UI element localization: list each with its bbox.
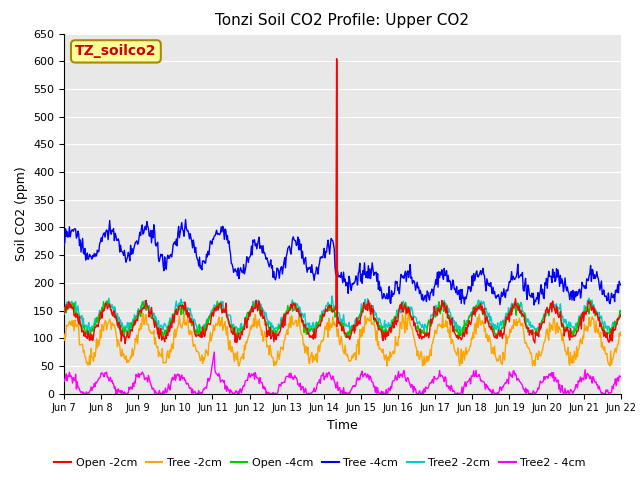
- Line: Tree -4cm: Tree -4cm: [64, 219, 621, 305]
- Tree -2cm: [70, 328, 78, 334]
- Tree2 - 4cm: [70, 377, 78, 383]
- Tree -4cm: [182, 216, 189, 222]
- Tree2 -2cm: [617, 309, 625, 315]
- Tree2 -2cm: [459, 330, 467, 336]
- Tree2 -2cm: [214, 307, 221, 312]
- Open -2cm: [428, 321, 436, 326]
- Tree2 - 4cm: [412, 386, 419, 392]
- Tree -4cm: [60, 242, 68, 248]
- Open -2cm: [128, 328, 136, 334]
- Tree2 - 4cm: [185, 383, 193, 388]
- Line: Tree -2cm: Tree -2cm: [64, 312, 621, 366]
- Open -4cm: [214, 298, 221, 304]
- X-axis label: Time: Time: [327, 419, 358, 432]
- Open -2cm: [412, 325, 419, 331]
- Y-axis label: Soil CO2 (ppm): Soil CO2 (ppm): [15, 166, 28, 261]
- Tree2 -2cm: [328, 293, 336, 299]
- Line: Open -4cm: Open -4cm: [64, 300, 621, 339]
- Tree -2cm: [402, 309, 410, 314]
- Tree -4cm: [428, 290, 435, 296]
- Tree2 - 4cm: [215, 371, 223, 376]
- Tree2 - 4cm: [128, 386, 136, 392]
- Open -4cm: [184, 312, 192, 318]
- Tree -4cm: [530, 302, 538, 308]
- Tree -2cm: [428, 341, 436, 347]
- Tree -2cm: [235, 363, 243, 369]
- Tree -2cm: [412, 344, 419, 349]
- Open -4cm: [60, 308, 68, 313]
- Open -2cm: [122, 341, 129, 347]
- Tree -4cm: [214, 230, 222, 236]
- Open -2cm: [333, 56, 340, 61]
- Line: Tree2 - 4cm: Tree2 - 4cm: [64, 352, 621, 394]
- Open -4cm: [127, 320, 135, 325]
- Tree2 -2cm: [127, 325, 135, 331]
- Tree2 - 4cm: [79, 391, 86, 396]
- Tree2 -2cm: [60, 312, 68, 317]
- Tree -4cm: [70, 227, 78, 232]
- Open -4cm: [428, 324, 435, 329]
- Legend: Open -2cm, Tree -2cm, Open -4cm, Tree -4cm, Tree2 -2cm, Tree2 - 4cm: Open -2cm, Tree -2cm, Open -4cm, Tree -4…: [50, 453, 590, 472]
- Tree -2cm: [60, 331, 68, 337]
- Line: Open -2cm: Open -2cm: [64, 59, 621, 344]
- Tree2 - 4cm: [60, 378, 68, 384]
- Open -2cm: [70, 312, 78, 318]
- Text: TZ_soilco2: TZ_soilco2: [75, 44, 157, 59]
- Tree -4cm: [617, 282, 625, 288]
- Tree -2cm: [214, 323, 221, 328]
- Tree2 -2cm: [411, 314, 419, 320]
- Open -2cm: [617, 312, 625, 317]
- Open -4cm: [587, 297, 595, 303]
- Tree2 -2cm: [428, 312, 435, 318]
- Open -4cm: [411, 321, 419, 327]
- Open -4cm: [70, 300, 78, 306]
- Open -2cm: [214, 307, 222, 313]
- Tree2 - 4cm: [428, 378, 436, 384]
- Tree2 - 4cm: [211, 349, 218, 355]
- Open -4cm: [271, 336, 278, 342]
- Tree2 -2cm: [70, 302, 78, 308]
- Open -2cm: [60, 310, 68, 315]
- Title: Tonzi Soil CO2 Profile: Upper CO2: Tonzi Soil CO2 Profile: Upper CO2: [216, 13, 469, 28]
- Tree -4cm: [185, 231, 193, 237]
- Tree -4cm: [127, 252, 135, 257]
- Tree2 - 4cm: [617, 374, 625, 380]
- Tree2 -2cm: [184, 305, 192, 311]
- Open -4cm: [617, 308, 625, 314]
- Tree -2cm: [184, 314, 192, 320]
- Tree -2cm: [617, 329, 625, 335]
- Line: Tree2 -2cm: Tree2 -2cm: [64, 296, 621, 333]
- Open -2cm: [185, 310, 193, 316]
- Tree -4cm: [411, 281, 419, 287]
- Tree -2cm: [127, 355, 135, 360]
